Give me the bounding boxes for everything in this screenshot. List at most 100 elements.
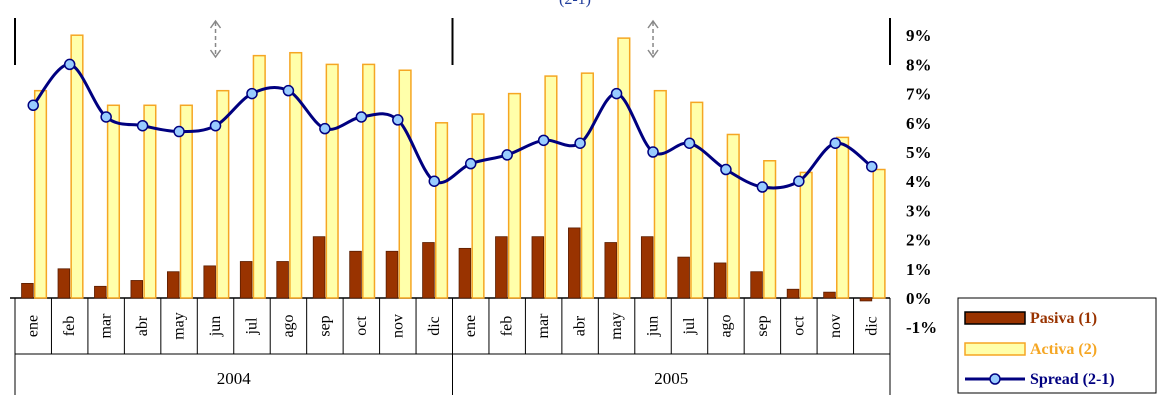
- year-label: 2004: [217, 369, 252, 388]
- legend-swatch: [964, 311, 1026, 325]
- spread-point: [209, 119, 222, 132]
- bar-pasiva: [495, 236, 508, 299]
- spread-line-layer: [27, 58, 878, 193]
- bar-activa: [398, 69, 412, 299]
- x-tick-label: abr: [134, 315, 151, 336]
- bar-activa: [143, 104, 157, 299]
- bar-pasiva: [823, 291, 836, 299]
- bar-pasiva: [422, 242, 435, 299]
- x-tick-label: ago: [717, 314, 734, 337]
- spread-point: [464, 157, 477, 170]
- up-down-arrow-icon: [647, 19, 659, 59]
- bar-pasiva: [130, 280, 144, 299]
- bar-activa: [289, 51, 303, 299]
- bar-pasiva: [677, 256, 690, 299]
- x-tick-label: nov: [389, 314, 406, 338]
- spread-point: [683, 137, 696, 149]
- bar-activa: [763, 160, 777, 299]
- spread-point: [136, 119, 149, 132]
- y-tick-label: 5%: [906, 143, 932, 162]
- legend-swatch: [964, 342, 1026, 356]
- bar-pasiva: [21, 282, 34, 299]
- plot-frame: [10, 18, 891, 299]
- x-tick-label: dic: [426, 316, 443, 336]
- x-tick-label: mar: [535, 313, 552, 339]
- spread-point: [537, 134, 550, 147]
- spread-point: [319, 122, 331, 135]
- bar-pasiva: [349, 250, 362, 299]
- spread-point: [720, 163, 732, 176]
- legend-label: Activa (2): [1030, 341, 1097, 358]
- bar-activa: [70, 34, 84, 299]
- bar-pasiva: [604, 242, 617, 299]
- y-tick-label: 8%: [906, 55, 932, 74]
- bar-pasiva: [458, 247, 472, 299]
- spread-line: [32, 62, 873, 190]
- bar-pasiva: [859, 297, 873, 302]
- year-label: 2005: [654, 369, 688, 388]
- y-tick-label: 6%: [906, 114, 932, 133]
- bar-pasiva: [531, 236, 545, 299]
- spread-point: [282, 84, 295, 97]
- x-axis: ene feb mar abr may jun jul ago sep oct nov dic ene f…: [14, 298, 891, 395]
- x-tick-label: ago: [280, 314, 297, 337]
- y-tick-label: -1%: [906, 318, 937, 337]
- x-tick-label: jun: [207, 316, 224, 337]
- y-tick-label: 0%: [906, 289, 932, 308]
- y-axis: 9% 8% 7% 6% 5% 4% 3% 2% 1% 0% -1%: [906, 26, 937, 337]
- bar-activa: [33, 89, 48, 299]
- chart-title: (2-1): [559, 0, 591, 8]
- x-tick-label: oct: [353, 316, 370, 336]
- spread-point: [501, 149, 513, 161]
- spread-point: [428, 175, 441, 187]
- bar-activa: [179, 104, 193, 299]
- x-tick-label: ene: [462, 315, 479, 337]
- spread-point: [793, 175, 805, 187]
- spread-point: [392, 114, 404, 126]
- bar-pasiva: [166, 271, 180, 299]
- bar-activa: [580, 72, 594, 299]
- x-tick-label: sep: [316, 315, 333, 336]
- spread-point: [574, 137, 586, 149]
- bar-activa: [106, 104, 121, 299]
- x-tick-label: may: [171, 312, 188, 340]
- bar-pasiva: [385, 250, 399, 299]
- x-tick-label: dic: [863, 316, 880, 336]
- bar-activa: [799, 171, 813, 299]
- bar-activa: [544, 75, 558, 299]
- spread-point: [100, 111, 112, 123]
- legend-label: Pasiva (1): [1030, 310, 1097, 327]
- spread-point: [173, 125, 185, 138]
- bar-pasiva: [94, 285, 107, 299]
- bar-activa: [836, 136, 850, 299]
- x-tick-label: feb: [499, 316, 516, 336]
- spread-point: [63, 58, 76, 71]
- spread-point: [647, 146, 659, 158]
- legend: Pasiva (1) Activa (2) Spread (2-1): [957, 297, 1157, 394]
- bar-activa: [216, 89, 230, 299]
- arrow-head-up: [209, 19, 222, 29]
- x-tick-label: jun: [645, 316, 662, 337]
- x-tick-label: oct: [790, 316, 807, 336]
- bar-pasiva: [786, 288, 800, 299]
- x-tick-label: may: [608, 312, 625, 340]
- x-tick-label: jul: [243, 317, 260, 335]
- bar-activa: [507, 92, 522, 299]
- y-tick-label: 1%: [906, 260, 932, 279]
- bar-pasiva: [312, 236, 326, 299]
- x-tick-label: abr: [572, 315, 589, 336]
- y-tick-label: 7%: [906, 85, 932, 104]
- bar-pasiva: [203, 265, 216, 299]
- y-tick-label: 3%: [906, 201, 932, 220]
- x-tick-label: sep: [754, 315, 771, 336]
- x-tick-label: mar: [98, 313, 115, 339]
- bar-activa: [434, 122, 449, 299]
- spread-point: [27, 99, 39, 112]
- bar-activa: [726, 133, 740, 299]
- bar-activa: [653, 89, 667, 299]
- bar-activa: [252, 54, 266, 299]
- bar-pasiva: [276, 261, 289, 299]
- bar-activa: [690, 101, 704, 299]
- bar-pasiva: [750, 271, 763, 299]
